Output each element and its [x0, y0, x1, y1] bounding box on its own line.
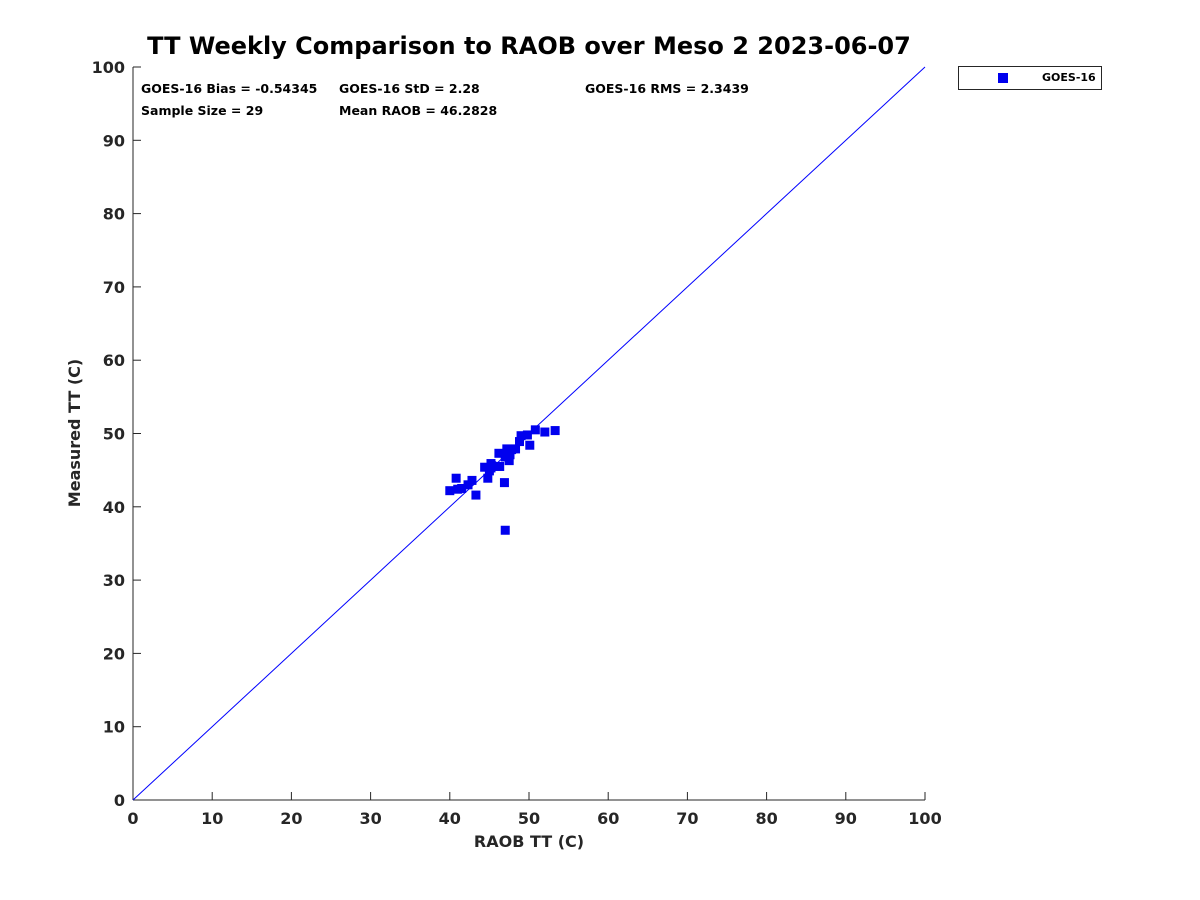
data-point — [487, 461, 497, 471]
legend-marker-square-icon — [998, 73, 1008, 83]
stat-rms: GOES-16 RMS = 2.3439 — [585, 81, 749, 96]
data-point — [483, 473, 493, 483]
data-point — [511, 444, 521, 454]
y-tick-label: 100 — [92, 58, 125, 77]
x-tick-label: 70 — [676, 809, 698, 828]
x-tick-label: 60 — [597, 809, 619, 828]
data-point — [500, 525, 510, 535]
plot-axes: 0 10 20 30 40 50 60 70 80 90 100 0 10 20 30 40 50 60 70 80 9… — [92, 58, 942, 828]
stat-std: GOES-16 StD = 2.28 — [339, 81, 480, 96]
data-point — [480, 462, 490, 472]
x-tick-label: 10 — [201, 809, 223, 828]
data-point — [504, 456, 514, 466]
y-tick-label: 10 — [103, 718, 125, 737]
y-tick-label: 60 — [103, 351, 125, 370]
y-tick-label: 80 — [103, 205, 125, 224]
y-tick-label: 30 — [103, 571, 125, 590]
y-tick-label: 20 — [103, 644, 125, 663]
y-tick-label: 0 — [114, 791, 125, 810]
x-tick-label: 30 — [359, 809, 381, 828]
x-tick-label: 0 — [127, 809, 138, 828]
x-axis-label: RAOB TT (C) — [474, 832, 584, 851]
chart-title: TT Weekly Comparison to RAOB over Meso 2… — [147, 32, 911, 60]
data-point — [494, 448, 504, 458]
data-point — [516, 431, 526, 441]
y-tick-label: 50 — [103, 425, 125, 444]
x-tick-label: 80 — [755, 809, 777, 828]
data-point — [540, 427, 550, 437]
data-point — [505, 450, 515, 460]
stat-sample-size: Sample Size = 29 — [141, 103, 263, 118]
data-points — [445, 425, 560, 535]
data-point — [457, 483, 467, 493]
data-point — [499, 478, 509, 488]
x-tick-label: 100 — [908, 809, 941, 828]
x-tick-label: 90 — [835, 809, 857, 828]
stat-bias: GOES-16 Bias = -0.54345 — [141, 81, 317, 96]
legend: GOES-16 — [958, 66, 1102, 90]
data-point — [530, 425, 540, 435]
data-point — [467, 475, 477, 485]
x-tick-label: 50 — [518, 809, 540, 828]
data-point — [495, 461, 505, 471]
y-tick-label: 70 — [103, 278, 125, 297]
stats-box: GOES-16 Bias = -0.54345 GOES-16 StD = 2.… — [141, 81, 749, 118]
data-point — [445, 486, 455, 496]
data-point — [525, 440, 535, 450]
y-axis-label: Measured TT (C) — [65, 359, 84, 507]
x-tick-label: 40 — [439, 809, 461, 828]
data-point — [451, 473, 461, 483]
data-point — [522, 430, 532, 440]
data-point — [471, 490, 481, 500]
legend-box — [958, 66, 1102, 90]
data-point — [502, 444, 512, 454]
y-tick-label: 90 — [103, 131, 125, 150]
stat-mean-raob: Mean RAOB = 46.2828 — [339, 103, 497, 118]
data-point — [514, 437, 524, 447]
data-point — [550, 426, 560, 436]
legend-label-goes-16: GOES-16 — [1042, 71, 1096, 84]
x-tick-label: 20 — [280, 809, 302, 828]
y-tick-label: 40 — [103, 498, 125, 517]
